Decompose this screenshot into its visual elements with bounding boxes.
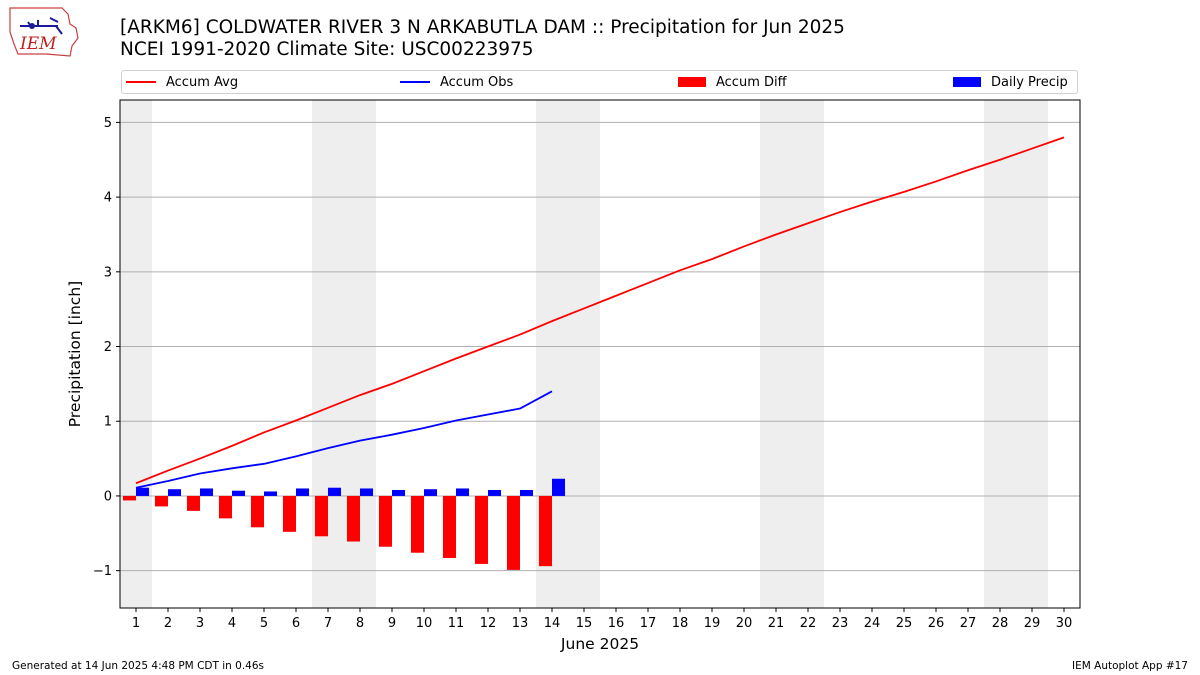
x-tick-label: 10 bbox=[416, 616, 433, 631]
y-tick-label: 5 bbox=[104, 116, 112, 131]
accum-diff-bar bbox=[475, 495, 488, 564]
y-tick-label: −1 bbox=[93, 564, 112, 579]
y-axis-label: Precipitation [inch] bbox=[66, 281, 84, 427]
x-tick-label: 24 bbox=[864, 616, 881, 631]
footer-generated: Generated at 14 Jun 2025 4:48 PM CDT in … bbox=[12, 660, 265, 672]
x-tick-label: 28 bbox=[992, 616, 1009, 631]
x-tick-label: 20 bbox=[736, 616, 753, 631]
x-tick-label: 22 bbox=[800, 616, 817, 631]
daily-precip-bar bbox=[392, 489, 405, 496]
daily-precip-bar bbox=[328, 487, 341, 496]
x-tick-label: 12 bbox=[480, 616, 497, 631]
legend-box-swatch bbox=[678, 76, 706, 87]
x-tick-label: 18 bbox=[672, 616, 689, 631]
x-tick-label: 8 bbox=[356, 616, 364, 631]
accum-diff-bar bbox=[443, 495, 456, 558]
state-outline-icon bbox=[9, 7, 79, 57]
accum-diff-bar bbox=[123, 495, 136, 501]
x-tick-label: 14 bbox=[544, 616, 561, 631]
y-tick-label: 1 bbox=[104, 415, 112, 430]
x-tick-label: 16 bbox=[608, 616, 625, 631]
accum-diff-bar bbox=[539, 495, 552, 567]
accum-diff-bar bbox=[155, 495, 168, 507]
daily-precip-bar bbox=[136, 487, 149, 496]
weekend-shade bbox=[760, 100, 824, 608]
x-axis-label: June 2025 bbox=[560, 635, 639, 653]
daily-precip-bar bbox=[488, 489, 501, 496]
daily-precip-bar bbox=[296, 488, 309, 496]
x-tick-label: 26 bbox=[928, 616, 945, 631]
x-tick-label: 11 bbox=[448, 616, 465, 631]
daily-precip-bar bbox=[168, 489, 181, 496]
x-tick-label: 9 bbox=[388, 616, 396, 631]
accum-obs-line bbox=[135, 390, 553, 489]
x-tick-label: 5 bbox=[260, 616, 268, 631]
title-line-1: [ARKM6] COLDWATER RIVER 3 N ARKABUTLA DA… bbox=[120, 17, 845, 38]
y-tick-label: 4 bbox=[104, 191, 112, 206]
y-tick-label: 2 bbox=[104, 340, 112, 355]
x-tick-label: 29 bbox=[1024, 616, 1041, 631]
x-tick-label: 6 bbox=[292, 616, 300, 631]
title-line-2: NCEI 1991-2020 Climate Site: USC00223975 bbox=[120, 39, 534, 60]
legend-label: Accum Diff bbox=[716, 75, 787, 90]
x-tick-label: 13 bbox=[512, 616, 529, 631]
x-tick-label: 3 bbox=[196, 616, 204, 631]
legend-line-swatch bbox=[126, 80, 156, 83]
chart-title: [ARKM6] COLDWATER RIVER 3 N ARKABUTLA DA… bbox=[120, 17, 845, 61]
daily-precip-bar bbox=[424, 489, 437, 496]
accum-diff-bar bbox=[507, 495, 520, 570]
daily-precip-bar bbox=[520, 489, 533, 496]
plot-frame bbox=[119, 99, 1081, 609]
legend-label: Accum Avg bbox=[166, 75, 239, 90]
x-tick-label: 17 bbox=[640, 616, 657, 631]
x-tick-label: 7 bbox=[324, 616, 332, 631]
x-tick-label: 4 bbox=[228, 616, 236, 631]
legend-accum-diff: Accum Diff bbox=[678, 74, 787, 92]
logo-text: IEM bbox=[19, 34, 57, 54]
accum-diff-bar bbox=[251, 495, 264, 528]
accum-diff-bar bbox=[411, 495, 424, 553]
x-tick-label: 30 bbox=[1056, 616, 1073, 631]
legend-daily-precip: Daily Precip bbox=[953, 74, 1068, 92]
daily-precip-bar bbox=[264, 491, 277, 496]
weekend-shade bbox=[984, 100, 1048, 608]
daily-precip-bar bbox=[552, 478, 565, 496]
accum-diff-bar bbox=[379, 495, 392, 547]
legend-box-swatch bbox=[953, 76, 981, 87]
daily-precip-bar bbox=[232, 490, 245, 496]
accum-diff-bar bbox=[315, 495, 328, 537]
y-tick-label: 3 bbox=[104, 265, 112, 280]
footer-app: IEM Autoplot App #17 bbox=[1072, 660, 1188, 672]
accum-diff-bar bbox=[187, 495, 200, 511]
legend: Accum Avg Accum Obs Accum Diff Daily Pre… bbox=[121, 70, 1078, 94]
daily-precip-bar bbox=[456, 488, 469, 496]
daily-precip-bar bbox=[200, 488, 213, 496]
x-tick-label: 27 bbox=[960, 616, 977, 631]
legend-label: Daily Precip bbox=[991, 75, 1068, 90]
weekend-shade bbox=[120, 100, 152, 608]
iem-logo: IEM bbox=[9, 7, 79, 57]
y-tick-label: 0 bbox=[104, 489, 112, 504]
x-tick-label: 15 bbox=[576, 616, 593, 631]
accum-avg-line bbox=[135, 136, 1065, 485]
x-tick-label: 25 bbox=[896, 616, 913, 631]
x-tick-label: 19 bbox=[704, 616, 721, 631]
x-tick-label: 2 bbox=[164, 616, 172, 631]
x-tick-label: 1 bbox=[132, 616, 140, 631]
legend-accum-obs: Accum Obs bbox=[400, 74, 513, 92]
legend-label: Accum Obs bbox=[440, 75, 514, 90]
accum-diff-bar bbox=[347, 495, 360, 542]
daily-precip-bar bbox=[360, 488, 373, 496]
accum-diff-bar bbox=[219, 495, 232, 519]
legend-line-swatch bbox=[400, 80, 430, 83]
accum-diff-bar bbox=[283, 495, 296, 532]
legend-accum-avg: Accum Avg bbox=[126, 74, 238, 92]
x-tick-label: 21 bbox=[768, 616, 785, 631]
x-tick-label: 23 bbox=[832, 616, 849, 631]
